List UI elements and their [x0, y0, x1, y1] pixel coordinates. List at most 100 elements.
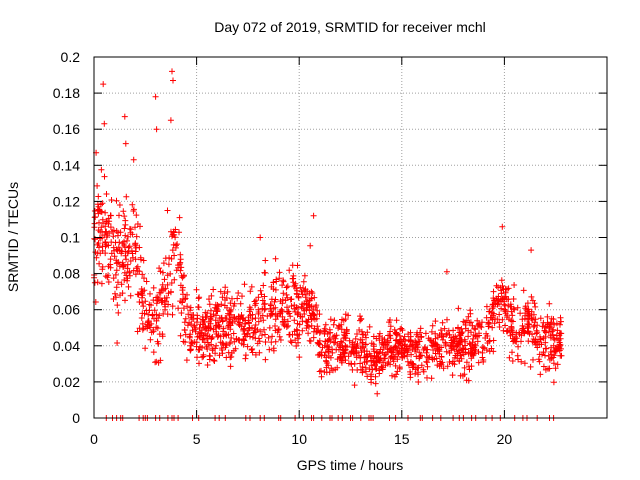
- data-point: [472, 326, 479, 333]
- data-point: [543, 345, 550, 352]
- data-point: [380, 359, 387, 366]
- data-point: [314, 307, 321, 314]
- data-point: [177, 267, 184, 274]
- data-point: [299, 318, 306, 325]
- data-point: [466, 366, 473, 373]
- data-point: [214, 308, 221, 315]
- data-point: [105, 215, 112, 222]
- data-point: [530, 356, 536, 363]
- data-point: [174, 241, 181, 248]
- data-point: [112, 290, 118, 297]
- data-point: [241, 331, 248, 338]
- data-point: [420, 366, 427, 373]
- data-point: [150, 284, 157, 291]
- data-point: [364, 329, 371, 336]
- data-point: [310, 212, 317, 219]
- data-point: [311, 294, 318, 301]
- data-point: [509, 358, 516, 364]
- data-point: [95, 240, 102, 247]
- data-point: [514, 352, 521, 359]
- data-point: [426, 337, 433, 344]
- data-point: [438, 344, 445, 351]
- data-point: [273, 276, 280, 283]
- data-point: [194, 315, 201, 322]
- data-point: [171, 252, 178, 259]
- data-point: [115, 309, 122, 316]
- data-point: [150, 349, 157, 356]
- data-point: [437, 360, 444, 367]
- data-point: [550, 335, 557, 342]
- data-point: [416, 353, 423, 360]
- data-point: [558, 330, 565, 337]
- data-point: [444, 316, 450, 323]
- data-point: [308, 288, 315, 295]
- data-point: [359, 364, 366, 370]
- data-point: [502, 322, 509, 329]
- data-point: [398, 325, 405, 332]
- data-point: [253, 297, 259, 304]
- data-point: [399, 342, 406, 349]
- data-point: [525, 321, 532, 327]
- data-point: [370, 333, 377, 340]
- data-point: [534, 322, 541, 329]
- data-point: [244, 343, 251, 350]
- data-point: [381, 336, 388, 343]
- data-point: [129, 201, 136, 208]
- data-point: [486, 308, 492, 315]
- data-point: [211, 358, 218, 364]
- data-point: [199, 344, 205, 351]
- data-point: [121, 213, 128, 220]
- data-point: [360, 331, 367, 338]
- data-point: [499, 316, 506, 323]
- data-point: [442, 339, 449, 346]
- data-point: [191, 322, 198, 329]
- data-point: [223, 315, 230, 322]
- data-point: [193, 339, 200, 346]
- data-point: [447, 342, 454, 349]
- data-point: [442, 341, 449, 347]
- data-point: [465, 313, 472, 320]
- data-point: [525, 329, 532, 336]
- data-point: [489, 305, 496, 312]
- data-point: [224, 304, 230, 311]
- data-point: [122, 232, 129, 239]
- data-point: [265, 334, 272, 341]
- data-point: [121, 277, 128, 283]
- data-point: [200, 332, 207, 339]
- data-point: [372, 373, 379, 380]
- data-point: [120, 263, 127, 270]
- data-point: [181, 272, 187, 279]
- data-point: [307, 242, 314, 249]
- data-point: [371, 348, 378, 355]
- data-point: [469, 339, 476, 346]
- data-point: [148, 329, 155, 336]
- data-point: [125, 283, 132, 290]
- data-point: [537, 333, 543, 340]
- data-point: [385, 339, 392, 346]
- data-point: [325, 348, 332, 355]
- data-point: [103, 234, 110, 240]
- data-point: [232, 345, 239, 352]
- data-point: [308, 303, 315, 310]
- data-point: [257, 234, 264, 241]
- data-point: [206, 318, 212, 325]
- data-point: [276, 333, 283, 340]
- data-point: [506, 354, 513, 361]
- data-point: [138, 315, 145, 321]
- data-point: [463, 317, 470, 324]
- data-point: [429, 322, 436, 329]
- data-point: [187, 304, 194, 311]
- data-point: [457, 352, 464, 359]
- data-point: [509, 349, 515, 356]
- data-point: [444, 363, 451, 370]
- data-point: [388, 353, 395, 360]
- data-point: [277, 298, 284, 305]
- data-point: [121, 225, 128, 232]
- data-point: [299, 327, 306, 334]
- y-axis-label: SRMTID / TECUs: [5, 182, 21, 292]
- data-point: [246, 325, 253, 332]
- data-point: [523, 307, 530, 313]
- data-point: [553, 320, 560, 327]
- data-point: [510, 296, 517, 302]
- data-point: [296, 321, 303, 328]
